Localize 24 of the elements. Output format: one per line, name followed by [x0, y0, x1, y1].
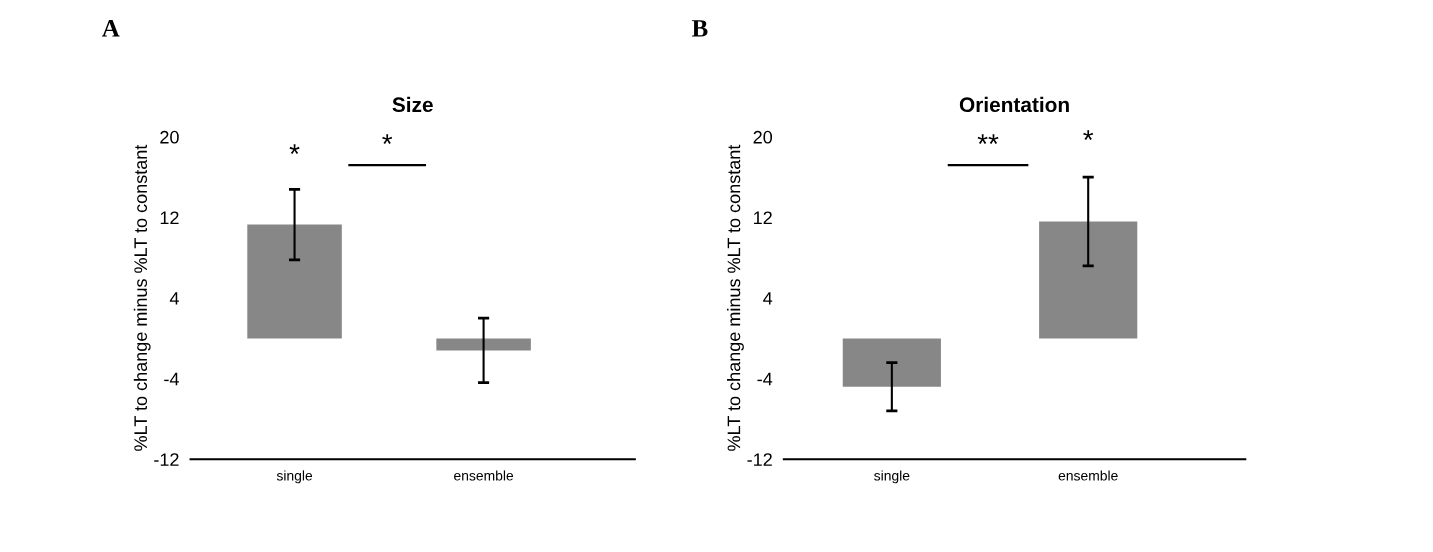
y-tick-label: 12	[754, 211, 772, 225]
y-tick-label: -12	[747, 453, 772, 466]
x-tick-label: single	[276, 470, 313, 484]
y-axis-title: %LT to change minus %LT to constant	[727, 144, 744, 451]
x-tick-label: ensemble	[454, 470, 514, 481]
x-tick-label: single	[874, 470, 910, 484]
chart-title: Orientation	[959, 96, 1069, 113]
text: A	[101, 20, 120, 37]
y-tick-label: 20	[753, 130, 773, 144]
y-tick-label: -4	[164, 372, 179, 386]
y-tick-label: 20	[160, 130, 179, 144]
text: B	[691, 20, 708, 37]
annotation: *	[289, 144, 300, 155]
y-tick-label: 12	[160, 211, 179, 225]
annotation: **	[977, 134, 999, 144]
annotation: *	[1083, 130, 1094, 140]
annotation: *	[382, 134, 393, 144]
chart-title: Size	[392, 96, 433, 113]
y-axis-title: %LT to change minus %LT to constant	[133, 144, 151, 451]
x-tick-label: ensemble	[1058, 470, 1118, 481]
y-tick-label: -12	[154, 453, 179, 466]
y-tick-label: 4	[763, 292, 773, 305]
y-tick-label: 4	[169, 292, 179, 305]
y-tick-label: -4	[757, 372, 773, 386]
